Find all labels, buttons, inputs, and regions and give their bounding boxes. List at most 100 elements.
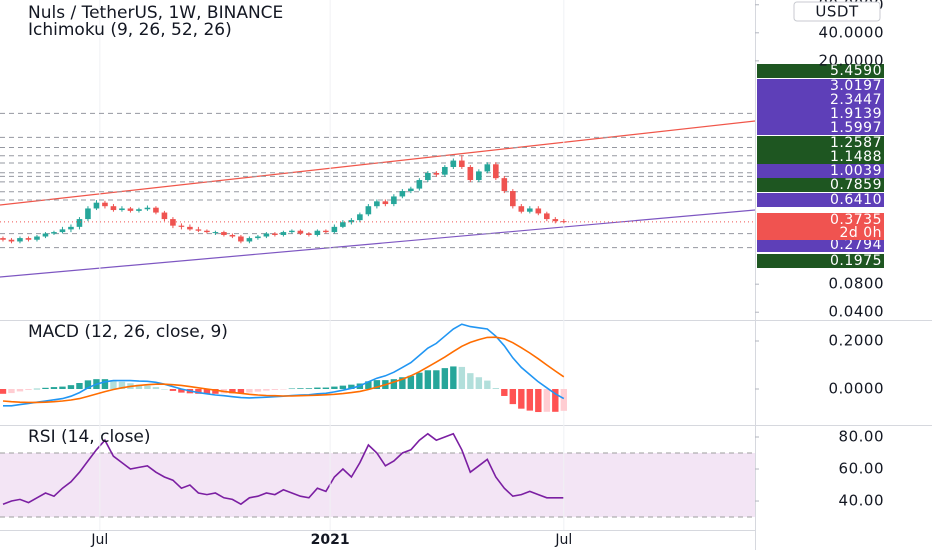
histogram-bar [560, 389, 568, 411]
y-tick-label: 0.0400 [829, 303, 885, 321]
histogram-bar [365, 381, 372, 389]
unit-label[interactable]: USDT [815, 3, 859, 21]
level-label: 1.0039 [830, 163, 882, 179]
candle-body [382, 201, 389, 205]
histogram-bar [271, 389, 279, 390]
candle-body [51, 232, 57, 234]
histogram-bar [475, 377, 483, 389]
candle-body [25, 238, 32, 240]
level-badge [757, 164, 884, 178]
histogram-bar [195, 389, 202, 394]
candle-body [476, 171, 482, 181]
labels: 0.0000 0.2000 0.0400 0.0800 20.0000 40.0000 80… [28, 0, 884, 548]
candle-body [391, 196, 397, 205]
level-badge [757, 121, 884, 135]
level-label: 0.2794 [830, 237, 882, 253]
level-label: 1.1488 [830, 149, 882, 165]
candle-body [34, 236, 40, 240]
level-badge [757, 238, 884, 252]
histogram-bar [169, 389, 177, 391]
level-badge [757, 178, 884, 192]
histogram-bar [348, 384, 355, 389]
candle-body [518, 206, 525, 212]
candle-body [136, 209, 142, 211]
histogram-bar [288, 388, 296, 390]
candle-body [110, 206, 117, 211]
level-badge [757, 136, 884, 150]
histogram-bar [8, 389, 15, 394]
candle-body [8, 239, 15, 242]
candle-body [238, 236, 244, 242]
level-label: 1.9139 [830, 106, 882, 122]
candle-body [289, 230, 295, 233]
y-tick-label: 80.00 [839, 428, 884, 446]
candle-body [153, 207, 159, 213]
candle-body [221, 232, 227, 235]
candle-body [484, 164, 491, 172]
histogram-bar [501, 389, 508, 396]
level-badge [757, 193, 884, 207]
histogram-bar [552, 389, 559, 412]
level-label: 1.5997 [830, 120, 882, 136]
histogram-bar [161, 389, 168, 390]
candle-body [331, 226, 338, 233]
level-label: 0.6410 [830, 192, 882, 208]
candle-body [357, 214, 363, 221]
candle-body [280, 232, 287, 235]
candle-body [323, 230, 329, 233]
level-label: 0.7859 [830, 177, 882, 193]
candle-body [212, 232, 219, 234]
last-price-label: 0.3735 [830, 212, 882, 228]
histogram-bar [152, 387, 160, 389]
unit-box[interactable] [793, 1, 881, 22]
level-badge [757, 64, 884, 78]
candle-body [93, 202, 100, 209]
candle-body [178, 225, 185, 227]
candle-body [255, 236, 261, 239]
rsi-line [2, 432, 564, 506]
candle-body [246, 238, 253, 242]
candle-body [408, 188, 414, 192]
candle-body [170, 219, 176, 226]
histogram-bar [67, 385, 75, 389]
trend-line [0, 209, 756, 278]
histogram-bar [59, 386, 66, 389]
histogram-bar [399, 377, 406, 389]
histogram-bar [543, 389, 551, 412]
candle-body [297, 230, 304, 234]
trend-line [0, 120, 756, 206]
candle-body [459, 160, 465, 167]
last-price-badge [757, 213, 884, 240]
candle-body [127, 208, 134, 211]
histogram-bar [135, 384, 143, 389]
histogram-bar [441, 368, 449, 389]
histogram-bar [101, 379, 109, 389]
chart-title: Nuls / TetherUS, 1W, BINANCE [28, 3, 283, 23]
histogram-bar [535, 389, 542, 413]
histogram-bar [118, 381, 126, 389]
histogram-bar [110, 380, 117, 389]
histogram-bar [305, 388, 313, 389]
level-badge [757, 254, 884, 268]
y-tick-label: 0.2000 [829, 332, 885, 350]
histogram-bar [254, 389, 262, 392]
y-tick-label: 40.00 [839, 492, 884, 510]
candle-body [493, 164, 499, 179]
histogram-bar [518, 389, 525, 409]
candle-body [102, 202, 108, 207]
indicator-title: Ichimoku (9, 26, 52, 26) [28, 20, 232, 40]
histogram-bar [458, 366, 466, 389]
candle-body [0, 238, 6, 240]
candle-body [119, 208, 125, 211]
candle-body [544, 213, 550, 220]
level-badge [757, 107, 884, 121]
candle-body [348, 220, 355, 223]
histogram-bar [526, 389, 534, 411]
histogram-bar [25, 389, 32, 390]
candle-body [85, 208, 91, 220]
level-badge [757, 93, 884, 107]
indicator-title: MACD (12, 26, close, 9) [28, 322, 228, 342]
level-badge [757, 79, 884, 93]
level-label: 2.3447 [830, 92, 882, 108]
y-tick-label: 0.0000 [829, 380, 885, 398]
